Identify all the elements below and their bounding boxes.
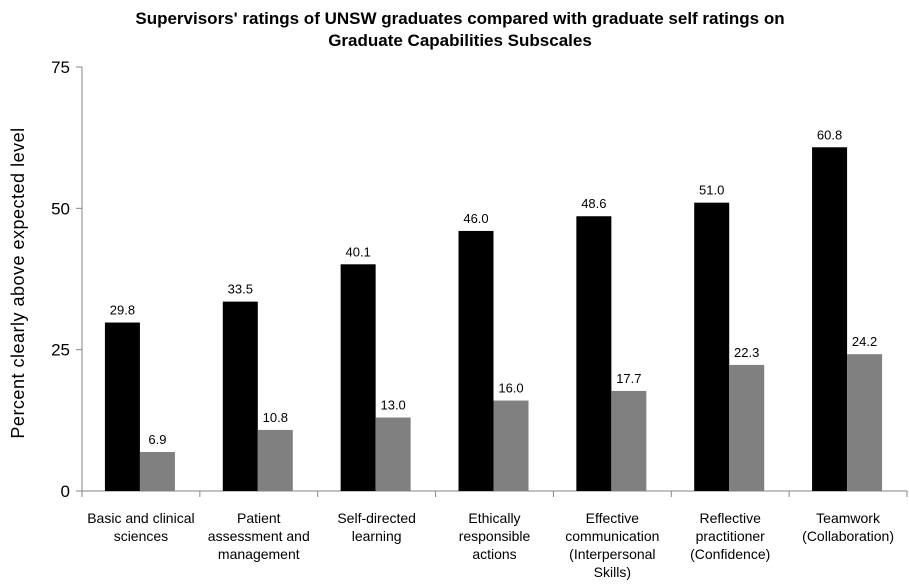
labels: 29.8 6.9 Basic and clinical sciences 33.5 10.… <box>87 127 894 580</box>
bars <box>104 147 883 492</box>
bar-series-1 <box>340 264 376 491</box>
y-tick-label: 0 <box>61 482 70 501</box>
x-category-label: Effective communication (Interpersonal Skil… <box>565 510 659 580</box>
data-label: 13.0 <box>380 398 405 413</box>
bar-series-1 <box>576 216 612 492</box>
bar-series-2 <box>139 451 175 491</box>
x-category-label-line: actions <box>472 546 516 562</box>
bar-series-1 <box>694 202 730 491</box>
y-tick-label: 50 <box>51 199 70 218</box>
x-category-label-line: Ethically <box>468 510 520 526</box>
data-label: 33.5 <box>228 282 253 297</box>
data-label: 48.6 <box>581 196 606 211</box>
x-category-label: Teamwork (Collaboration) <box>802 510 894 544</box>
x-category-label-line: (Confidence) <box>690 546 770 562</box>
x-category-label-line: Teamwork <box>816 510 881 526</box>
x-category-label-line: sciences <box>114 528 168 544</box>
x-category-label-line: Effective <box>586 510 640 526</box>
y-tick-label: 75 <box>51 58 70 77</box>
chart-title-line-1: Supervisors' ratings of UNSW graduates c… <box>135 9 785 28</box>
data-label: 24.2 <box>852 334 877 349</box>
x-category-label-line: assessment and <box>208 528 310 544</box>
chart-title: Supervisors' ratings of UNSW graduates c… <box>80 8 840 52</box>
chart-title-line-2: Graduate Capabilities Subscales <box>328 31 592 50</box>
data-label: 10.8 <box>263 410 288 425</box>
x-category-label: Ethically responsible actions <box>459 510 531 562</box>
x-category-label-line: Skills) <box>594 564 631 580</box>
x-category-label: Self-directed learning <box>337 510 416 544</box>
axes: 0 25 50 75 <box>51 58 908 501</box>
data-label: 60.8 <box>817 127 842 142</box>
x-category-label: Basic and clinical sciences <box>87 510 194 544</box>
x-category-label: Patient assessment and management <box>208 510 310 562</box>
x-category-label-line: learning <box>352 528 402 544</box>
bar-series-2 <box>611 390 647 491</box>
bar-series-2 <box>375 417 411 491</box>
x-category-label-line: management <box>218 546 300 562</box>
bar-series-1 <box>104 322 140 491</box>
bar-series-1 <box>222 301 258 491</box>
x-category-label-line: communication <box>565 528 659 544</box>
data-label: 16.0 <box>498 381 523 396</box>
x-category-label-line: (Collaboration) <box>802 528 894 544</box>
bar-series-2 <box>493 400 529 491</box>
data-label: 29.8 <box>110 303 135 318</box>
data-label: 51.0 <box>699 183 724 198</box>
data-label: 6.9 <box>148 432 166 447</box>
data-label: 17.7 <box>616 371 641 386</box>
x-category-label-line: Basic and clinical <box>87 510 194 526</box>
y-axis-label: Percent clearly above expected level <box>8 127 28 438</box>
data-label: 40.1 <box>345 244 370 259</box>
x-category-label-line: (Interpersonal <box>569 546 655 562</box>
y-tick-label: 25 <box>51 341 70 360</box>
bar-series-1 <box>458 230 494 492</box>
bar-series-2 <box>257 429 293 491</box>
bar-series-1 <box>812 147 848 491</box>
x-category-label: Reflective practitioner (Confidence) <box>690 510 770 562</box>
x-category-label-line: Reflective <box>699 510 761 526</box>
x-category-label-line: Self-directed <box>337 510 416 526</box>
bar-series-2 <box>729 364 765 491</box>
bar-series-2 <box>847 354 883 491</box>
x-category-label-line: Patient <box>237 510 281 526</box>
data-label: 22.3 <box>734 345 759 360</box>
data-label: 46.0 <box>463 211 488 226</box>
x-category-label-line: responsible <box>459 528 531 544</box>
x-category-label-line: practitioner <box>696 528 766 544</box>
